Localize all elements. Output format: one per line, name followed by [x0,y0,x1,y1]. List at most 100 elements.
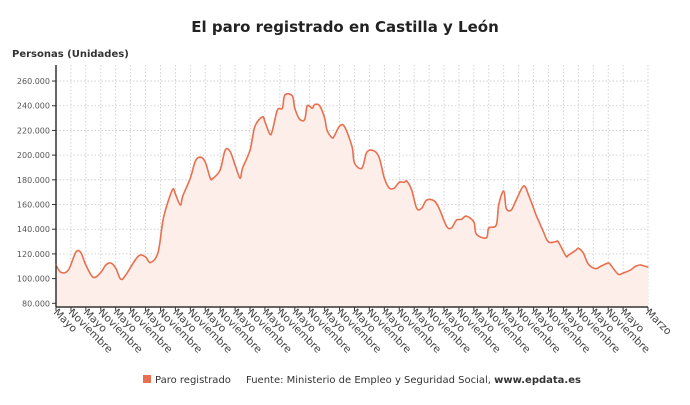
y-tick-label: 260.000 [17,77,50,86]
data-point [284,94,286,96]
data-point [60,271,62,274]
data-point [314,103,316,106]
chart-title: El paro registrado en Castilla y León [191,18,499,36]
data-point [55,264,57,266]
data-point [505,207,507,209]
data-point [460,218,463,220]
data-point [319,105,321,107]
data-point [622,272,624,274]
data-point [261,116,264,118]
data-point [224,149,226,151]
data-point [433,200,435,202]
data-point [311,107,313,109]
x-axis-ticks: MayoNoviembreMayoNoviembreMayoNoviembreM… [51,307,674,356]
data-point [241,167,244,169]
data-point [617,273,619,275]
series-points [55,94,649,280]
data-point [209,177,211,179]
data-point [595,268,597,270]
data-point [110,262,112,264]
legend-series-label: Paro registrado [155,375,231,386]
data-point [577,247,579,249]
data-point [547,241,550,243]
data-point [426,199,428,201]
data-point [276,109,278,111]
y-tick-label: 180.000 [17,176,50,185]
data-point [182,195,184,197]
data-point [537,219,540,222]
data-point [488,227,490,229]
y-tick-label: 160.000 [17,201,50,210]
data-point [475,233,477,235]
data-point [304,118,306,120]
data-point [105,264,107,266]
data-point [264,121,266,123]
source-text: Fuente: Ministerio de Empleo y Seguridad… [246,375,491,386]
data-point [331,137,333,139]
data-point [120,278,122,280]
data-point [144,256,147,258]
series-area-fill [56,93,648,307]
data-point [353,162,356,164]
data-point [438,207,440,209]
data-point [115,267,117,269]
data-point [528,194,530,196]
data-point [557,241,560,243]
data-point [378,157,380,159]
data-point [366,151,368,153]
data-point [269,133,271,135]
data-point [510,209,512,211]
data-point [639,264,642,266]
data-point [67,269,70,271]
data-point [333,134,336,136]
data-point [575,249,577,251]
data-point [398,181,400,183]
data-point [229,150,231,153]
source-site[interactable]: www.epdata.es [494,375,581,386]
data-point [199,156,201,158]
data-point [416,207,418,209]
data-point [567,254,570,256]
data-point [179,204,181,206]
data-point [600,265,602,267]
data-point [294,107,296,109]
data-point [351,145,353,148]
y-tick-label: 120.000 [17,250,50,259]
data-point [535,214,537,216]
y-axis-ticks: 80.000 100.000 120.000 140.000 160.000 180.00… [17,77,56,308]
data-point [167,201,169,203]
series-area [55,92,649,307]
data-point [373,150,375,152]
data-point [324,117,326,119]
data-point [162,219,164,222]
data-point [388,187,390,189]
data-point [239,177,241,179]
data-point [361,167,363,169]
y-tick-label: 220.000 [17,126,50,135]
y-tick-label: 140.000 [17,225,50,234]
data-point [204,161,206,163]
data-point [485,237,487,239]
data-point [254,125,256,127]
data-point [125,274,127,276]
data-point [249,149,251,151]
legend-source: Fuente: Ministerio de Empleo y Seguridad… [246,375,581,386]
data-point [172,188,174,190]
data-point [421,207,423,209]
data-point [219,169,221,171]
data-point [450,227,453,229]
data-point [326,129,328,132]
data-point [174,193,176,195]
data-point [194,160,196,162]
data-point [473,221,475,223]
data-point [343,126,346,128]
data-point [403,181,405,183]
y-tick-label: 240.000 [17,102,50,111]
data-point [234,164,236,166]
data-point [411,189,413,191]
data-point [503,190,505,192]
data-point [607,262,609,264]
data-point [515,199,517,201]
data-point [100,271,102,274]
